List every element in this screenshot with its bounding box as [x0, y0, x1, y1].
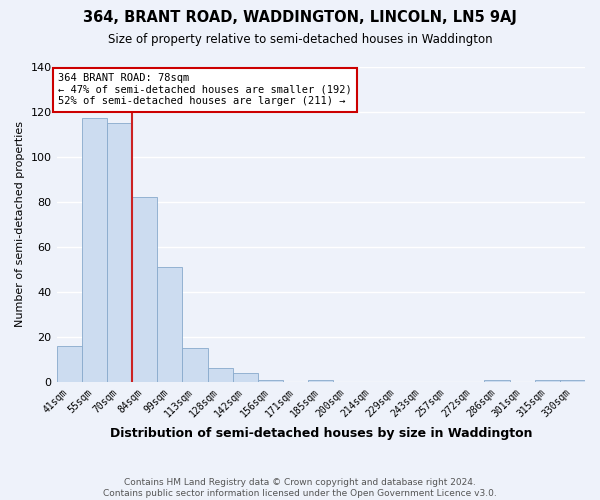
Bar [233, 373, 258, 382]
Text: 364 BRANT ROAD: 78sqm
← 47% of semi-detached houses are smaller (192)
52% of sem: 364 BRANT ROAD: 78sqm ← 47% of semi-deta… [58, 74, 352, 106]
Bar [56, 346, 82, 382]
Bar [132, 197, 157, 382]
Text: 364, BRANT ROAD, WADDINGTON, LINCOLN, LN5 9AJ: 364, BRANT ROAD, WADDINGTON, LINCOLN, LN… [83, 10, 517, 25]
Bar [560, 380, 585, 382]
Bar [208, 368, 233, 382]
Bar [82, 118, 107, 382]
Bar [107, 123, 132, 382]
Text: Contains HM Land Registry data © Crown copyright and database right 2024.
Contai: Contains HM Land Registry data © Crown c… [103, 478, 497, 498]
Bar [258, 380, 283, 382]
Y-axis label: Number of semi-detached properties: Number of semi-detached properties [15, 121, 25, 327]
X-axis label: Distribution of semi-detached houses by size in Waddington: Distribution of semi-detached houses by … [110, 427, 532, 440]
Bar [182, 348, 208, 382]
Bar [535, 380, 560, 382]
Bar [308, 380, 334, 382]
Bar [484, 380, 509, 382]
Text: Size of property relative to semi-detached houses in Waddington: Size of property relative to semi-detach… [107, 32, 493, 46]
Bar [157, 267, 182, 382]
